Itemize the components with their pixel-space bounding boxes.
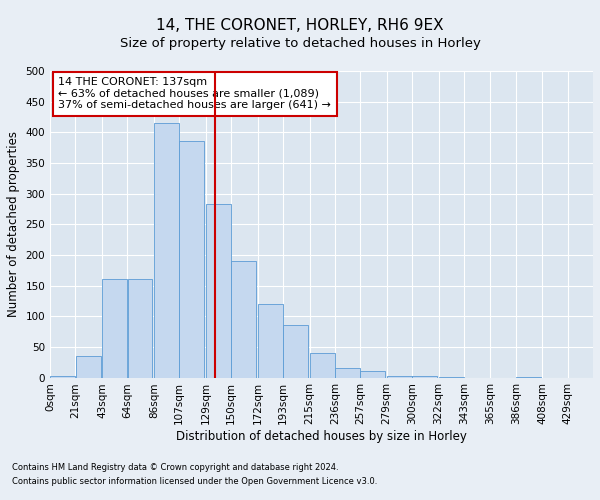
Bar [335,368,360,378]
X-axis label: Distribution of detached houses by size in Horley: Distribution of detached houses by size … [176,430,467,443]
Bar [387,376,412,378]
Bar [258,304,283,378]
Bar [361,372,385,378]
Bar [128,280,152,378]
Text: 14, THE CORONET, HORLEY, RH6 9EX: 14, THE CORONET, HORLEY, RH6 9EX [156,18,444,32]
Bar [179,142,205,378]
Text: Size of property relative to detached houses in Horley: Size of property relative to detached ho… [119,38,481,51]
Text: Contains public sector information licensed under the Open Government Licence v3: Contains public sector information licen… [12,477,377,486]
Bar [154,123,179,378]
Bar [76,356,101,378]
Bar [102,280,127,378]
Bar [50,376,75,378]
Bar [206,204,231,378]
Text: Contains HM Land Registry data © Crown copyright and database right 2024.: Contains HM Land Registry data © Crown c… [12,464,338,472]
Bar [231,261,256,378]
Y-axis label: Number of detached properties: Number of detached properties [7,131,20,317]
Bar [283,326,308,378]
Bar [310,353,335,378]
Bar [412,376,437,378]
Bar [439,377,464,378]
Bar [516,377,541,378]
Text: 14 THE CORONET: 137sqm
← 63% of detached houses are smaller (1,089)
37% of semi-: 14 THE CORONET: 137sqm ← 63% of detached… [58,77,331,110]
